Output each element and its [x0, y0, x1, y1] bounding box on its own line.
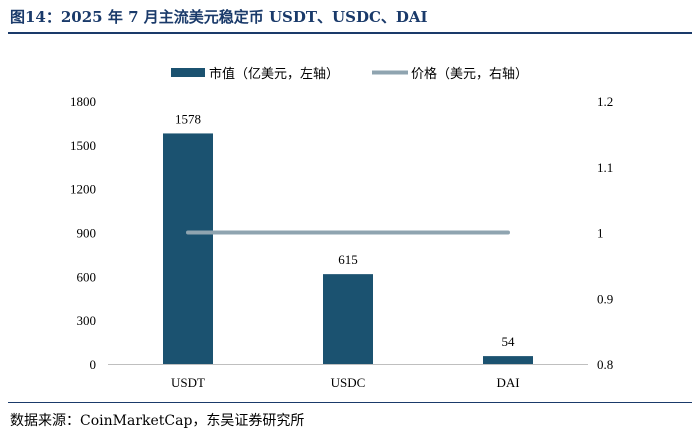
- legend-swatch-bar: [171, 68, 205, 77]
- right-tick-label: 0.9: [597, 291, 613, 306]
- legend: 市值（亿美元，左轴） 价格（美元，右轴）: [171, 66, 528, 82]
- right-tick-label: 1.2: [597, 94, 613, 109]
- legend-label-bar: 市值（亿美元，左轴）: [209, 66, 339, 82]
- left-tick-label: 900: [77, 226, 97, 241]
- legend-label-line: 价格（美元，右轴）: [411, 66, 528, 82]
- right-axis: 0.8 0.9 1 1.1 1.2: [597, 94, 613, 372]
- left-tick-label: 1800: [70, 94, 96, 109]
- bar-dai: [483, 356, 533, 364]
- left-axis: 0 300 600 900 1200 1500 1800: [70, 94, 96, 372]
- x-tick-label: USDC: [331, 375, 366, 390]
- source-note: 数据来源：CoinMarketCap，东吴证券研究所: [10, 413, 305, 429]
- bar-usdc: [323, 274, 373, 364]
- left-tick-label: 1200: [70, 182, 96, 197]
- right-tick-label: 1: [597, 226, 604, 241]
- left-tick-label: 1500: [70, 138, 96, 153]
- left-tick-label: 300: [77, 313, 97, 328]
- source-divider: [8, 402, 692, 403]
- left-tick-label: 600: [77, 269, 97, 284]
- right-tick-label: 1.1: [597, 160, 613, 175]
- bar-series: 1578 615 54: [163, 111, 533, 364]
- right-tick-label: 0.8: [597, 357, 613, 372]
- left-tick-label: 0: [90, 357, 97, 372]
- data-label: 54: [502, 334, 516, 349]
- data-label: 1578: [175, 111, 201, 126]
- data-label: 615: [338, 252, 358, 267]
- title-divider: [8, 32, 692, 34]
- figure-title: 图14：2025 年 7 月主流美元稳定币 USDT、USDC、DAI: [10, 8, 428, 26]
- bar-usdt: [163, 133, 213, 364]
- x-axis: USDT USDC DAI: [108, 364, 588, 390]
- x-tick-label: USDT: [171, 375, 205, 390]
- chart-canvas: 市值（亿美元，左轴） 价格（美元，右轴） 0 300 600 900 1200 1500 18…: [70, 66, 613, 390]
- x-tick-label: DAI: [496, 375, 519, 390]
